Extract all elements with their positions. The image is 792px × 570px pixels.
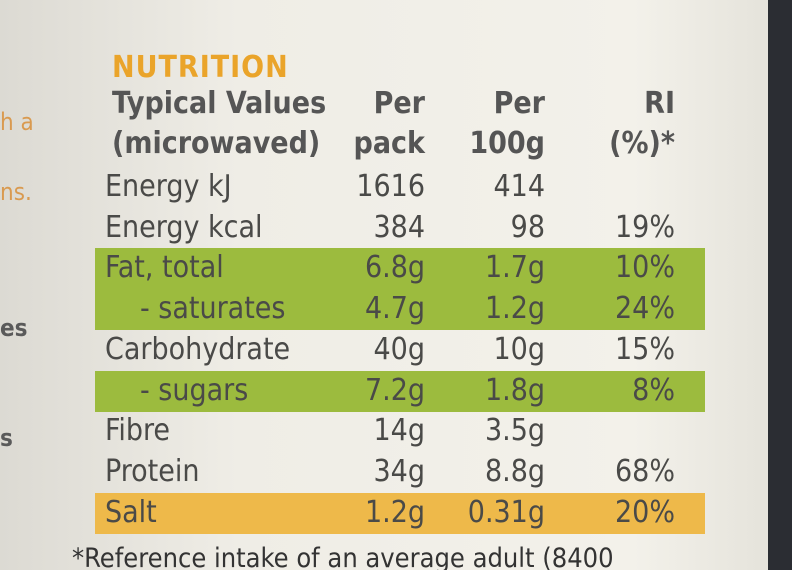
nutrient-name: Energy kcal	[105, 209, 263, 245]
header-cell: 100g	[469, 126, 545, 161]
nutrient-name: Carbohydrate	[105, 331, 291, 367]
nutrient-value: 15%	[615, 331, 675, 367]
nutrient-value: 7.2g	[364, 372, 425, 408]
header-cell: RI	[644, 86, 675, 121]
header-cell: pack	[353, 126, 425, 161]
nutrient-value: 1.7g	[484, 250, 545, 286]
nutrient-name: Energy kJ	[105, 169, 232, 204]
nutrient-name: Protein	[105, 453, 200, 489]
nutrient-value: 6.8g	[364, 250, 425, 286]
nutrient-name: Fibre	[105, 413, 171, 449]
nutrient-name: Fat, total	[105, 250, 224, 286]
nutrient-name: - sugars	[140, 372, 249, 408]
nutrient-value: 19%	[615, 209, 675, 245]
highlight-band	[95, 370, 705, 412]
header-cell: Per	[373, 86, 425, 121]
header-cell: Per	[493, 86, 545, 121]
side-text: s	[0, 424, 13, 452]
nutrient-value: 34g	[373, 453, 425, 489]
nutrient-value: 68%	[615, 453, 675, 489]
nutrient-value: 4.7g	[364, 291, 425, 327]
side-text: h a	[0, 108, 34, 136]
nutrient-value: 1.2g	[364, 494, 425, 530]
nutrient-value: 414	[493, 169, 545, 204]
nutrient-value: 1.2g	[484, 291, 545, 327]
nutrient-value: 24%	[615, 291, 675, 327]
nutrient-value: 3.5g	[484, 413, 545, 449]
header-cell: (microwaved)	[112, 126, 321, 161]
nutrient-name: - saturates	[140, 291, 286, 327]
nutrient-value: 98	[510, 209, 545, 245]
nutrient-value: 10%	[615, 250, 675, 286]
nutrient-value: 20%	[615, 494, 675, 530]
nutrient-value: 14g	[373, 413, 425, 449]
nutrient-value: 1.8g	[484, 372, 545, 408]
nutrient-value: 10g	[493, 331, 545, 367]
dark-edge	[768, 0, 792, 570]
nutrient-name: Salt	[105, 494, 157, 530]
highlight-band	[95, 289, 705, 331]
header-cell: (%)*	[609, 126, 675, 161]
side-text: es	[0, 314, 28, 342]
nutrient-value: 0.31g	[467, 494, 545, 530]
highlight-band	[95, 248, 705, 290]
nutrient-value: 40g	[373, 331, 425, 367]
footnote: *Reference intake of an average adult (8…	[72, 543, 614, 570]
header-cell: Typical Values	[112, 86, 327, 121]
highlight-band	[95, 492, 705, 534]
title: NUTRITION	[112, 50, 289, 85]
nutrient-value: 384	[373, 209, 425, 245]
nutrient-value: 8%	[632, 372, 675, 408]
nutrient-value: 1616	[356, 169, 425, 204]
nutrient-value: 8.8g	[484, 453, 545, 489]
side-text: ns.	[0, 178, 32, 206]
